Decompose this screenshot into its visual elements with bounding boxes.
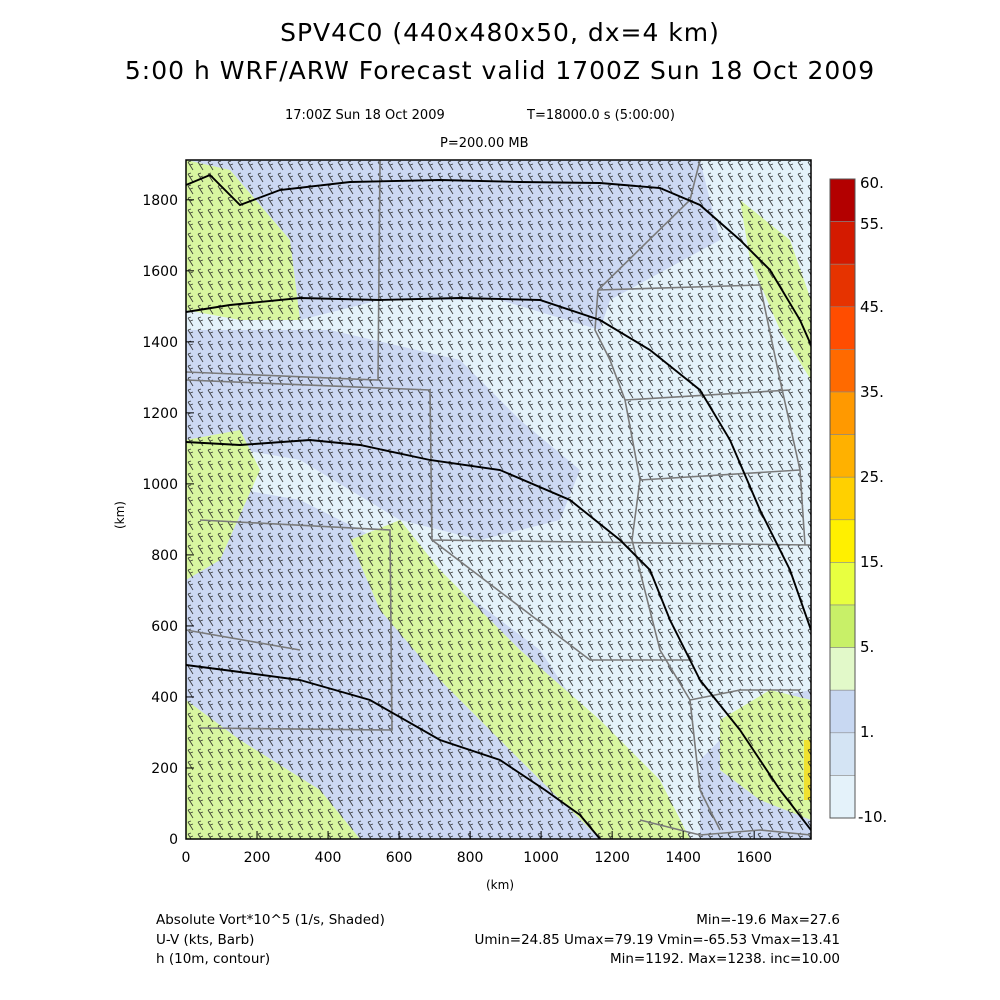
y-tick-label: 1800: [142, 193, 178, 209]
colorbar-label: 60.: [860, 174, 884, 192]
barb-field-stats: Umin=24.85 Umax=79.19 Vmin=-65.53 Vmax=1…: [474, 932, 840, 948]
x-tick-label: 1200: [594, 850, 630, 866]
colorbar-swatch: [829, 604, 856, 648]
colorbar-swatch: [829, 263, 856, 308]
plot-frame: [185, 159, 812, 840]
colorbar-swatch: [829, 306, 856, 350]
title-line-2: 5:00 h WRF/ARW Forecast valid 1700Z Sun …: [124, 56, 876, 85]
pressure-level: P=200.00 MB: [440, 136, 529, 151]
y-tick-label: 1400: [142, 335, 178, 351]
valid-time: 17:00Z Sun 18 Oct 2009: [285, 108, 445, 123]
elapsed-time: T=18000.0 s (5:00:00): [527, 108, 675, 123]
axis-ticks: 0 200 400 600 800 1000 1200 1400 1600 0 200 400 600 8…: [142, 193, 772, 866]
x-tick-label: 1600: [736, 850, 772, 866]
colorbar-swatch: [829, 476, 856, 521]
colorbar-frame: [829, 178, 856, 819]
colorbar-swatch: [829, 349, 856, 393]
colorbar-swatch: [829, 178, 856, 222]
colorbar-swatch: [829, 775, 856, 819]
colorbar-label: 35.: [860, 383, 884, 401]
colorbar-label: 45.: [860, 298, 884, 316]
y-tick-label: 800: [151, 548, 178, 564]
colorbar-swatch: [829, 434, 856, 478]
y-tick-label: 1200: [142, 406, 178, 422]
x-tick-label: 1400: [665, 850, 701, 866]
state-borders: [186, 160, 811, 836]
contour-1228: [186, 297, 811, 631]
x-tick-label: 1000: [523, 850, 559, 866]
wind-barbs: [186, 160, 811, 839]
contour-field-stats: Min=1192. Max=1238. inc=10.00: [609, 951, 840, 967]
contour-1218: [186, 439, 811, 831]
colorbar-swatch: [829, 391, 856, 435]
y-tick-label: 600: [151, 619, 178, 635]
barb-field-label: U-V (kts, Barb): [156, 932, 255, 948]
colorbar: 60. 55. 45. 35. 25. 15. 5. 1. -10.: [829, 174, 887, 826]
contour-1208: [186, 664, 601, 839]
colorbar-label: 5.: [860, 638, 874, 656]
contour-field-label: h (10m, contour): [156, 951, 271, 967]
title-line-1: SPV4C0 (440x480x50, dx=4 km): [280, 18, 720, 47]
colorbar-label: 55.: [860, 215, 884, 233]
contour-1238: [186, 173, 811, 346]
shaded-field-stats: Min=-19.6 Max=27.6: [696, 912, 840, 928]
colorbar-label: 25.: [860, 468, 884, 486]
colorbar-swatch: [829, 647, 856, 691]
y-tick-label: 1600: [142, 264, 178, 280]
height-contours: [186, 173, 811, 839]
x-tick-label: 200: [244, 850, 271, 866]
colorbar-swatch: [829, 221, 856, 265]
y-tick-label: 200: [151, 761, 178, 777]
y-tick-label: 400: [151, 690, 178, 706]
colorbar-swatch: [829, 519, 856, 563]
x-axis-label: (km): [486, 878, 515, 892]
plot-area: [186, 160, 811, 839]
x-tick-label: 0: [182, 850, 191, 866]
colorbar-label: -10.: [858, 808, 887, 826]
y-axis-label: (km): [113, 500, 128, 530]
y-tick-label: 0: [169, 832, 178, 848]
shaded-field-label: Absolute Vort*10^5 (1/s, Shaded): [156, 912, 385, 928]
x-tick-label: 400: [315, 850, 342, 866]
colorbar-swatch: [829, 732, 856, 776]
colorbar-swatch: [829, 562, 856, 606]
y-tick-label: 1000: [142, 477, 178, 493]
x-tick-label: 600: [386, 850, 413, 866]
colorbar-label: 15.: [860, 553, 884, 571]
x-tick-label: 800: [457, 850, 484, 866]
colorbar-label: 1.: [860, 723, 874, 741]
colorbar-swatch: [829, 689, 856, 734]
